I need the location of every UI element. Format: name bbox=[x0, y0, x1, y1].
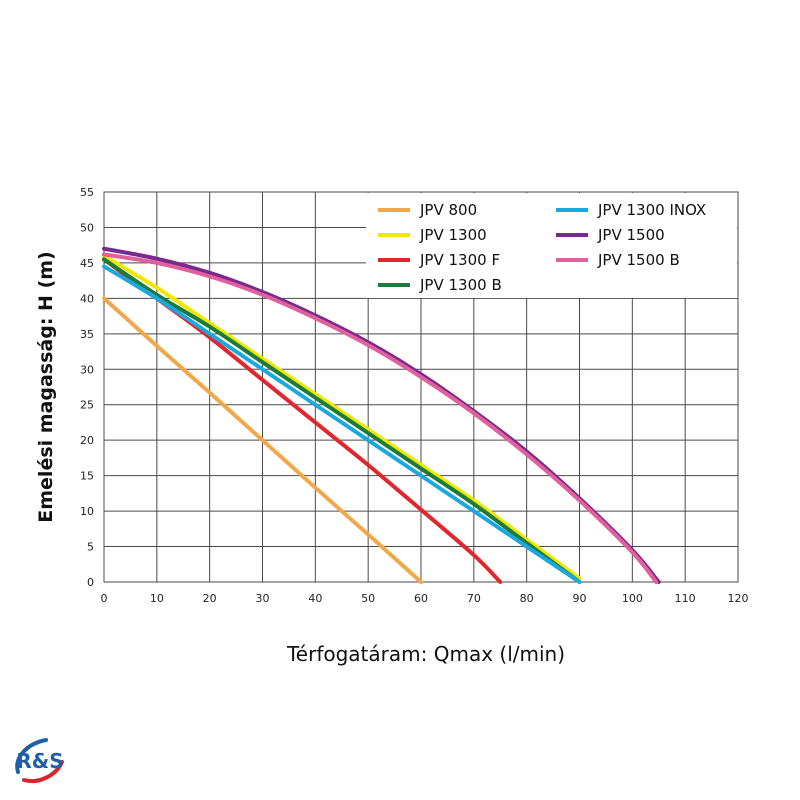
x-tick-label: 70 bbox=[467, 592, 481, 605]
y-tick-label: 10 bbox=[80, 505, 94, 518]
y-tick-label: 55 bbox=[80, 186, 94, 199]
legend-label-jpv-1500: JPV 1500 bbox=[597, 226, 665, 244]
legend-background bbox=[366, 193, 737, 298]
y-tick-label: 50 bbox=[80, 221, 94, 234]
curve-jpv-800 bbox=[102, 296, 423, 584]
x-axis-title: Térfogatáram: Qmax (l/min) bbox=[286, 642, 565, 666]
x-tick-label: 0 bbox=[101, 592, 108, 605]
performance-curves bbox=[102, 246, 661, 584]
x-tick-label: 100 bbox=[622, 592, 643, 605]
x-tick-label: 90 bbox=[573, 592, 587, 605]
legend-label-jpv-1500-b: JPV 1500 B bbox=[597, 251, 680, 269]
y-tick-label: 30 bbox=[80, 363, 94, 376]
x-tick-label: 120 bbox=[728, 592, 749, 605]
y-axis-title: Emelési magasság: H (m) bbox=[35, 251, 57, 522]
curve-jpv-1300 bbox=[102, 253, 582, 581]
curve-jpv-1500-b bbox=[102, 252, 659, 584]
x-tick-label: 80 bbox=[520, 592, 534, 605]
y-tick-label: 20 bbox=[80, 434, 94, 447]
curve-jpv-1300-inox bbox=[102, 264, 582, 584]
legend-label-jpv-1300-inox: JPV 1300 INOX bbox=[597, 201, 706, 219]
legend-label-jpv-1300: JPV 1300 bbox=[419, 226, 487, 244]
x-tick-label: 40 bbox=[308, 592, 322, 605]
logo-swoosh-red bbox=[22, 760, 64, 783]
legend-label-jpv-800: JPV 800 bbox=[419, 201, 477, 219]
x-tick-label: 30 bbox=[256, 592, 270, 605]
legend: JPV 800 JPV 1300 JPV 1300 F JPV 1300 B JPV 1… bbox=[366, 193, 737, 298]
axis-ticks: 0 10 20 30 40 50 60 70 80 90 100 110 120 0 5 10 15 20 25 30… bbox=[80, 186, 749, 605]
y-tick-label: 40 bbox=[80, 292, 94, 305]
y-tick-label: 35 bbox=[80, 328, 94, 341]
y-tick-label: 15 bbox=[80, 470, 94, 483]
legend-label-jpv-1300-b: JPV 1300 B bbox=[419, 276, 502, 294]
x-tick-label: 20 bbox=[203, 592, 217, 605]
y-tick-label: 5 bbox=[87, 541, 94, 554]
y-tick-label: 0 bbox=[87, 576, 94, 589]
x-tick-label: 110 bbox=[675, 592, 696, 605]
logo-swoosh-blue bbox=[15, 738, 48, 774]
x-tick-label: 60 bbox=[414, 592, 428, 605]
curve-jpv-1300-b bbox=[102, 257, 582, 584]
legend-label-jpv-1300-f: JPV 1300 F bbox=[419, 251, 500, 269]
x-tick-label: 50 bbox=[361, 592, 375, 605]
brand-logo: R&S bbox=[15, 738, 64, 783]
y-tick-label: 25 bbox=[80, 399, 94, 412]
y-tick-label: 45 bbox=[80, 257, 94, 270]
x-tick-label: 10 bbox=[150, 592, 164, 605]
logo-letters: R&S bbox=[16, 749, 63, 773]
